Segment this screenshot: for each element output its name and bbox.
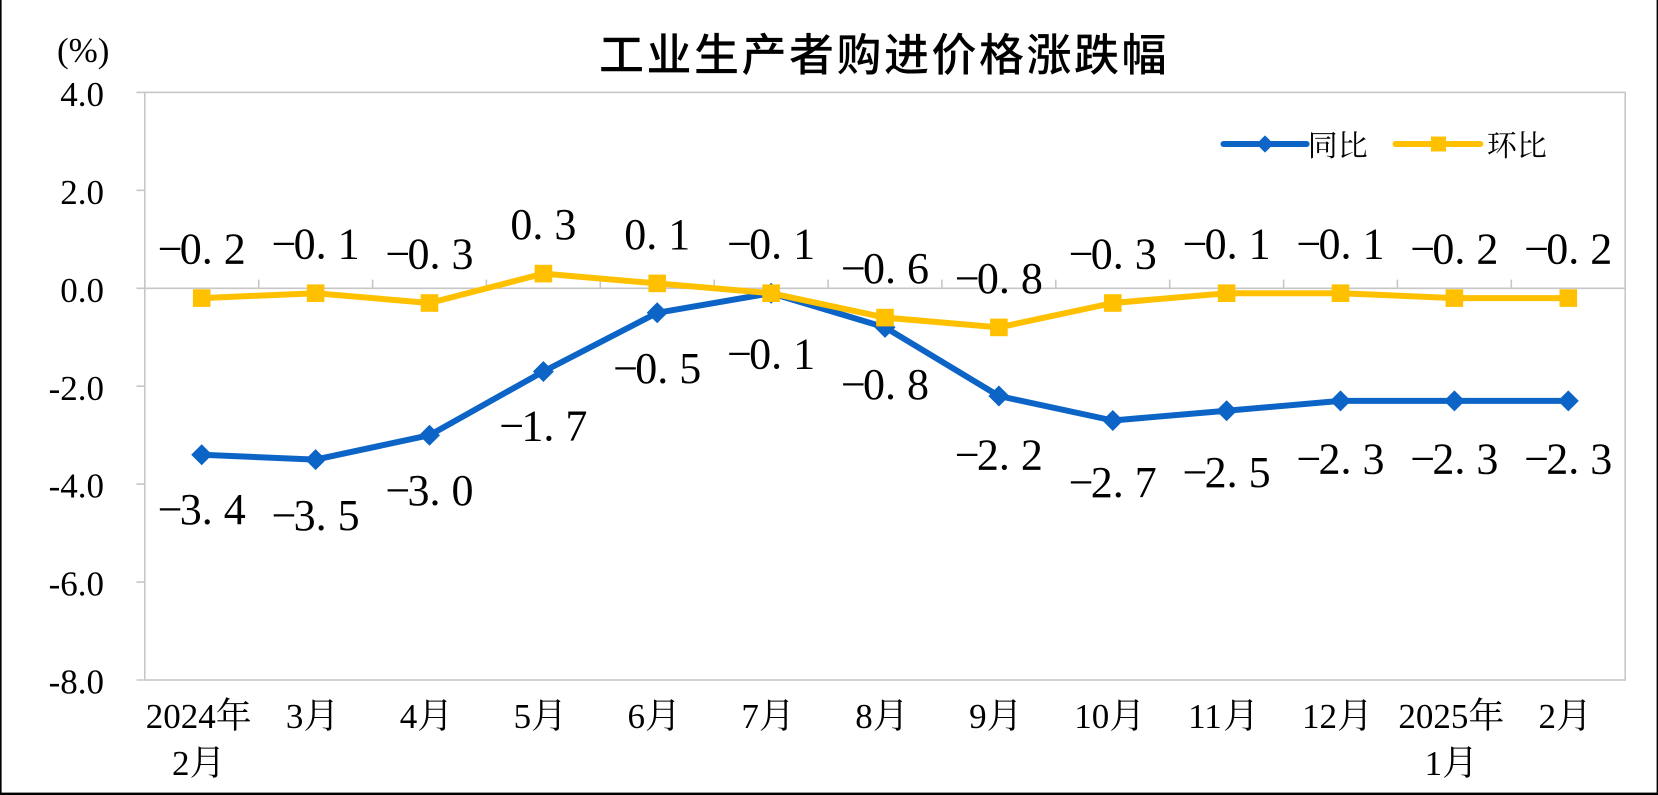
svg-text:−0.8: −0.8 xyxy=(841,360,929,409)
svg-text:-6.0: -6.0 xyxy=(49,565,104,604)
svg-text:−2.5: −2.5 xyxy=(1183,448,1271,497)
svg-text:−0.1: −0.1 xyxy=(727,329,815,378)
svg-text:−0.1: −0.1 xyxy=(1183,220,1271,269)
svg-text:-4.0: -4.0 xyxy=(49,467,104,506)
svg-text:−0.5: −0.5 xyxy=(613,344,701,393)
svg-text:−0.2: −0.2 xyxy=(1524,225,1612,274)
svg-text:11: 11 xyxy=(1188,697,1222,736)
svg-text:12: 12 xyxy=(1302,697,1337,736)
svg-text:0.3: 0.3 xyxy=(510,200,576,249)
svg-text:−0.1: −0.1 xyxy=(1297,220,1385,269)
svg-text:−3.0: −3.0 xyxy=(386,466,474,515)
svg-text:0.1: 0.1 xyxy=(624,210,690,259)
svg-text:10: 10 xyxy=(1074,697,1109,736)
svg-text:6: 6 xyxy=(628,697,646,736)
svg-text:−3.5: −3.5 xyxy=(272,491,360,540)
svg-text:−1.7: −1.7 xyxy=(499,402,587,451)
svg-text:−0.3: −0.3 xyxy=(386,230,474,279)
svg-text:−0.1: −0.1 xyxy=(727,220,815,269)
svg-text:5: 5 xyxy=(514,697,532,736)
svg-text:−0.2: −0.2 xyxy=(1410,225,1498,274)
svg-text:7: 7 xyxy=(741,697,759,736)
svg-text:9: 9 xyxy=(969,697,987,736)
svg-text:2025: 2025 xyxy=(1398,697,1468,736)
svg-text:-2.0: -2.0 xyxy=(49,369,104,408)
svg-text:−2.3: −2.3 xyxy=(1524,434,1612,483)
svg-text:−2.2: −2.2 xyxy=(955,431,1043,480)
svg-text:−0.8: −0.8 xyxy=(955,254,1043,303)
svg-text:1: 1 xyxy=(1425,744,1443,783)
svg-text:3: 3 xyxy=(286,697,304,736)
svg-text:4: 4 xyxy=(400,697,418,736)
svg-text:−0.3: −0.3 xyxy=(1069,230,1157,279)
svg-text:(%): (%) xyxy=(57,31,109,70)
svg-text:−2.3: −2.3 xyxy=(1297,434,1385,483)
svg-text:8: 8 xyxy=(855,697,873,736)
svg-text:−0.1: −0.1 xyxy=(272,220,360,269)
svg-text:−2.7: −2.7 xyxy=(1069,458,1157,507)
svg-text:2024: 2024 xyxy=(146,697,216,736)
svg-text:4.0: 4.0 xyxy=(60,75,104,114)
svg-text:2: 2 xyxy=(1539,697,1557,736)
svg-text:−0.2: −0.2 xyxy=(158,225,246,274)
svg-text:2: 2 xyxy=(172,744,190,783)
svg-text:0.0: 0.0 xyxy=(60,271,104,310)
svg-text:−2.3: −2.3 xyxy=(1410,434,1498,483)
svg-text:−0.6: −0.6 xyxy=(841,244,929,293)
svg-text:−3.4: −3.4 xyxy=(158,485,246,534)
svg-text:2.0: 2.0 xyxy=(60,173,104,212)
svg-text:-8.0: -8.0 xyxy=(49,663,104,702)
